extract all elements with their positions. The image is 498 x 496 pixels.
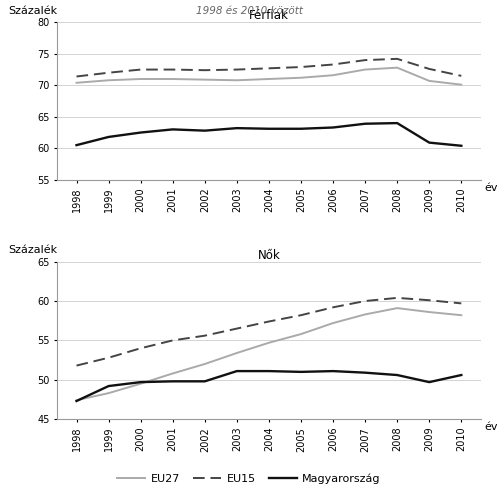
- Text: Százalék: Százalék: [8, 246, 58, 255]
- Text: év: év: [485, 183, 498, 193]
- Text: Százalék: Százalék: [8, 6, 58, 16]
- Title: Nők: Nők: [257, 248, 280, 262]
- Title: Férfiak: Férfiak: [249, 9, 289, 22]
- Legend: EU27, EU15, Magyarország: EU27, EU15, Magyarország: [113, 469, 385, 488]
- Text: 1998 és 2010 között: 1998 és 2010 között: [196, 6, 302, 16]
- Text: év: év: [485, 422, 498, 433]
